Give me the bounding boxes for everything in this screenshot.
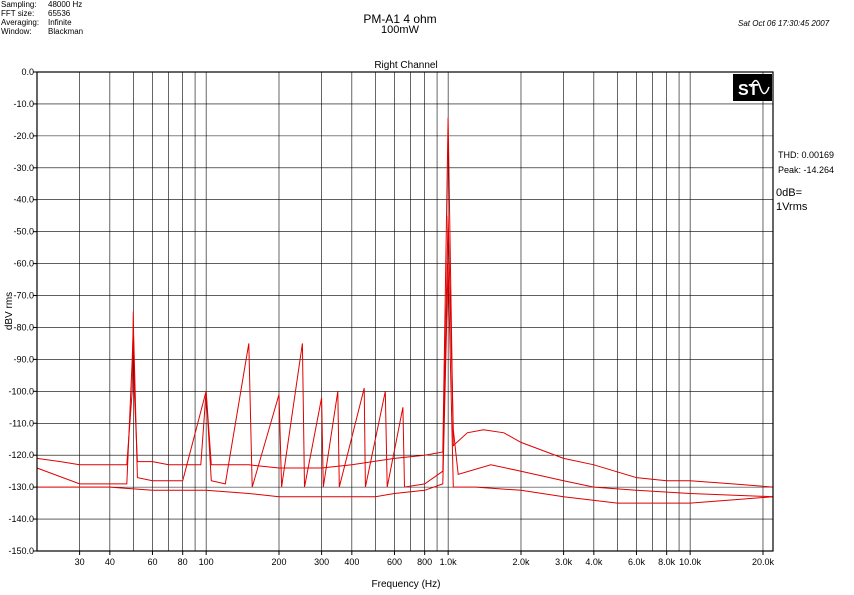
x-tick-label: 60: [147, 557, 157, 567]
x-tick-label: 10.0k: [679, 557, 702, 567]
x-tick-label: 6.0k: [628, 557, 646, 567]
window-label: Window:: [1, 27, 32, 36]
y-tick-label: -110.0: [9, 418, 34, 428]
x-tick-label: 80: [178, 557, 188, 567]
x-tick-label: 800: [417, 557, 432, 567]
x-tick-label: 600: [387, 557, 402, 567]
x-tick-label: 20.0k: [752, 557, 775, 567]
logo-wave-icon: [750, 79, 770, 95]
y-tick-label: -130.0: [8, 482, 34, 492]
y-tick-label: -120.0: [8, 450, 34, 460]
y-tick-label: -30.0: [13, 163, 34, 173]
thd-readout: THD: 0.00169: [778, 150, 835, 160]
y-tick-label: -10.0: [13, 99, 34, 109]
x-tick-label: 100: [199, 557, 214, 567]
y-tick-label: -150.0: [8, 546, 34, 556]
y-tick-label: -50.0: [13, 227, 34, 237]
fft-size-value: 65536: [48, 9, 71, 18]
x-tick-label: 30: [75, 557, 85, 567]
y-tick-label: -140.0: [8, 514, 34, 524]
chart-panel-title: Right Channel: [374, 60, 437, 71]
y-tick-label: -60.0: [13, 259, 34, 269]
x-tick-label: 2.0k: [512, 557, 530, 567]
y-axis-title: dBV rms: [4, 292, 15, 330]
y-tick-label: -80.0: [13, 322, 34, 332]
y-tick-label: -20.0: [13, 131, 34, 141]
y-tick-label: -40.0: [13, 195, 34, 205]
y-tick-label: -70.0: [13, 291, 34, 301]
averaging-value: Infinite: [48, 18, 72, 27]
chart-main-title: PM-A1 4 ohm: [363, 12, 437, 26]
spectrum-trace-2: [36, 215, 774, 498]
axis-layer: 0.0 -10.0 -20.0 -30.0 -40.0 -50.0 -60.0 -70.0 -8…: [8, 67, 774, 567]
x-tick-label: 8.0k: [658, 557, 676, 567]
sampling-label: Sampling:: [1, 0, 37, 9]
x-tick-label: 300: [314, 557, 329, 567]
st-logo-text: ST: [738, 82, 759, 99]
trace-layer: [36, 117, 774, 504]
y-tick-label: -90.0: [13, 354, 34, 364]
x-tick-label: 200: [271, 557, 286, 567]
sampling-value: 48000 Hz: [48, 0, 83, 9]
averaging-label: Averaging:: [1, 18, 40, 27]
x-tick-label: 3.0k: [555, 557, 573, 567]
reference-db-label: 0dB=: [776, 187, 802, 199]
timestamp: Sat Oct 06 17:30:45 2007: [738, 19, 830, 28]
fft-size-label: FFT size:: [1, 9, 35, 18]
peak-readout: Peak: -14.264: [778, 165, 835, 175]
x-tick-label: 4.0k: [585, 557, 603, 567]
plot-frame: [36, 71, 774, 552]
y-tick-label: 0.0: [21, 67, 34, 77]
x-axis-title: Frequency (Hz): [372, 579, 441, 590]
st-logo: ST: [733, 74, 772, 101]
spectrum-trace-1: [36, 117, 774, 488]
x-tick-label: 40: [105, 557, 115, 567]
spectrum-trace-3: [37, 263, 774, 504]
x-tick-label: 400: [344, 557, 359, 567]
window-value: Blackman: [48, 27, 84, 36]
reference-value-label: 1Vrms: [776, 201, 808, 213]
chart-subtitle: 100mW: [381, 24, 419, 36]
x-tick-label: 1.0k: [440, 557, 458, 567]
y-tick-label: -100.0: [8, 386, 34, 396]
